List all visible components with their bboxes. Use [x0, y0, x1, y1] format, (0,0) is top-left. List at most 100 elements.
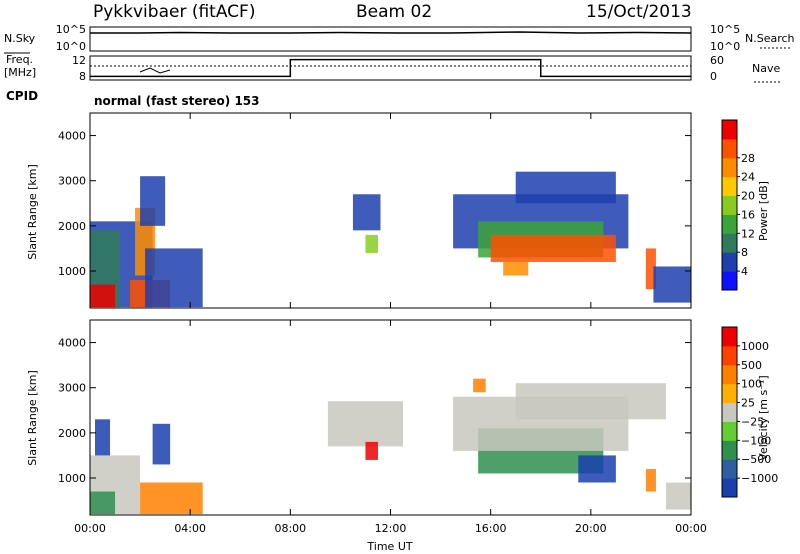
- velocity-scatter-region: [473, 378, 486, 393]
- power-scatter-region: [490, 234, 616, 262]
- beam-title: Beam 02: [356, 2, 432, 22]
- power-scatter-region: [90, 284, 116, 308]
- power-colorbar-tick-label: 20: [741, 190, 755, 203]
- noise-right-tick-top: 10^5: [710, 23, 740, 36]
- power-colorbar-segment: [722, 120, 737, 140]
- velocity-colorbar-segment: [722, 478, 737, 498]
- power-colorbar-segment: [722, 157, 737, 178]
- velocity-colorbar-segment: [722, 345, 737, 366]
- power-scatter-region: [645, 248, 656, 290]
- power-colorbar-frame: [721, 119, 738, 291]
- velocity-x-tick-label: 20:00: [575, 522, 607, 535]
- power-y-tick-label: 2000: [58, 220, 86, 233]
- power-y-axis-label: Slant Range [km]: [26, 164, 39, 260]
- velocity-y-tick-label: 2000: [58, 427, 86, 440]
- power-y-axis: 1000 2000 3000 4000: [58, 130, 691, 278]
- power-scatter-region: [365, 234, 378, 253]
- velocity-x-tick-label: 16:00: [475, 522, 507, 535]
- velocity-colorbar-frame: [721, 326, 738, 498]
- velocity-x-tick-label: 04:00: [174, 522, 206, 535]
- velocity-colorbar-segment: [722, 364, 737, 385]
- velocity-y-axis: 1000 2000 3000 4000: [58, 337, 691, 485]
- freq-left-tick-bottom: 8: [79, 70, 86, 83]
- power-x-axis: [89, 113, 692, 308]
- velocity-x-axis: 00:00 04:00 08:00 12:00 16:00 20:00 00:00: [74, 320, 707, 535]
- noise-search-label: N.Search: [745, 32, 795, 45]
- radar-title: Pykkvibaer (fitACF): [93, 2, 255, 22]
- power-y-tick-label: 4000: [58, 130, 86, 143]
- velocity-heatmap: [90, 378, 691, 515]
- velocity-colorbar-segment: [722, 327, 737, 347]
- velocity-colorbar-segment: [722, 459, 737, 479]
- velocity-scatter-region: [90, 491, 116, 515]
- velocity-x-tick-label: 08:00: [274, 522, 306, 535]
- velocity-y-tick-label: 3000: [58, 382, 86, 395]
- power-colorbar-segment: [722, 138, 737, 159]
- velocity-x-tick-label: 00:00: [675, 522, 707, 535]
- power-scatter-region: [145, 248, 203, 308]
- velocity-scatter-region: [578, 455, 616, 483]
- freq-panel: Freq. [MHz] 12 8 60 0 Nave: [4, 53, 780, 83]
- time-axis-label: Time UT: [366, 540, 412, 553]
- power-colorbar-segment: [722, 195, 737, 215]
- velocity-colorbar-label: Velocity [m s⁻¹]: [757, 375, 770, 460]
- power-colorbar-tick-label: 12: [741, 227, 755, 240]
- velocity-x-tick-label: 12:00: [375, 522, 407, 535]
- noise-sky-label: N.Sky: [4, 32, 36, 45]
- cpid-row: CPID normal (fast stereo) 153: [6, 89, 260, 108]
- velocity-colorbar-tick-label: −25: [741, 415, 764, 428]
- power-colorbar-tick-label: 16: [741, 208, 755, 221]
- power-y-tick-label: 3000: [58, 175, 86, 188]
- velocity-colorbar-tick-label: 1000: [741, 340, 769, 353]
- velocity-scatter-region: [645, 468, 656, 492]
- power-colorbar-tick-label: 28: [741, 152, 755, 165]
- power-colorbar-segment: [722, 176, 737, 197]
- freq-label-line2: [MHz]: [4, 66, 36, 79]
- velocity-colorbar-tick-label: 100: [741, 378, 762, 391]
- power-scatter-region: [140, 176, 166, 226]
- velocity-scatter-region: [515, 383, 666, 420]
- nave-line: [90, 58, 691, 78]
- velocity-colorbar-segment: [722, 440, 737, 460]
- power-scatter-region: [653, 266, 691, 303]
- date-title: 15/Oct/2013: [586, 2, 692, 22]
- noise-sky-line: [90, 31, 692, 34]
- freq-panel-frame: [89, 55, 692, 81]
- velocity-scatter-region: [365, 441, 378, 460]
- velocity-scatter-region: [327, 401, 404, 447]
- power-heatmap: [90, 171, 691, 308]
- power-panel: 1000 2000 3000 4000 Slant Range [km] 4 8 12 16…: [26, 112, 770, 309]
- power-colorbar: 4 8 12 16 20 24 28: [721, 119, 755, 291]
- power-scatter-region: [515, 171, 616, 204]
- power-scatter-region: [352, 194, 381, 231]
- noise-left-tick-top: 10^5: [56, 23, 86, 36]
- power-scatter-region: [503, 261, 529, 276]
- velocity-y-axis-label: Slant Range [km]: [26, 370, 39, 466]
- velocity-colorbar-tick-label: −100: [741, 434, 771, 447]
- power-colorbar-tick-label: 8: [741, 246, 748, 259]
- freq-left-tick-top: 12: [72, 54, 86, 67]
- power-colorbar-segment: [722, 233, 737, 253]
- velocity-y-tick-label: 4000: [58, 337, 86, 350]
- power-colorbar-tick-label: 4: [741, 265, 748, 278]
- velocity-colorbar-tick-label: 25: [741, 397, 755, 410]
- velocity-scatter-region: [665, 482, 691, 510]
- freq-right-tick-bottom: 0: [710, 70, 717, 83]
- cpid-mode: normal (fast stereo) 153: [94, 94, 260, 108]
- velocity-colorbar-segment: [722, 402, 737, 422]
- power-colorbar-tick-label: 24: [741, 171, 755, 184]
- velocity-x-tick-label: 00:00: [74, 522, 106, 535]
- noise-left-tick-bottom: 10^0: [56, 40, 86, 53]
- power-y-tick-label: 1000: [58, 265, 86, 278]
- noise-panel: N.Sky 10^5 10^0 10^5 10^0 N.Search: [4, 23, 795, 54]
- velocity-colorbar-tick-label: 500: [741, 359, 762, 372]
- freq-squiggle: [139, 67, 171, 74]
- velocity-scatter-region: [140, 482, 203, 515]
- power-colorbar-segment: [722, 214, 737, 234]
- velocity-colorbar: 1000 500 100 25 −25 −100 −500 −1000: [721, 326, 778, 498]
- velocity-scatter-region: [95, 419, 111, 456]
- cpid-label: CPID: [6, 89, 38, 103]
- velocity-panel: 1000 2000 3000 4000 00:00 04:00 08:00 12:00 16:…: [26, 319, 778, 535]
